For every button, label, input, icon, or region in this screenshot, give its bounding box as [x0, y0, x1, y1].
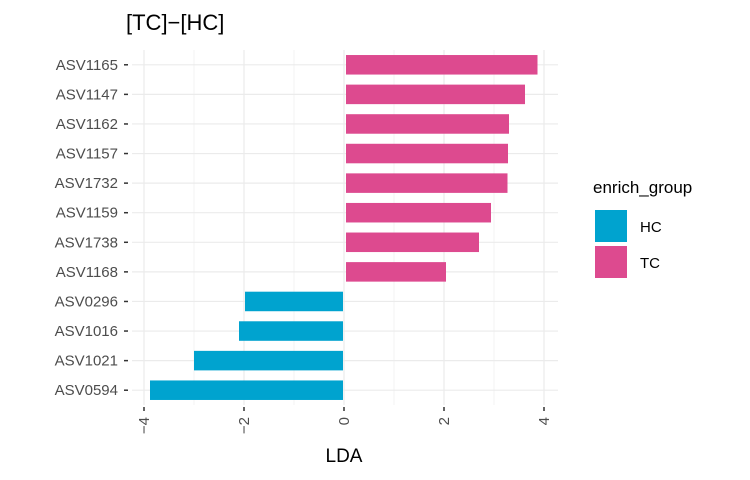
bar-asv0594 — [150, 380, 343, 400]
bar-asv1159 — [346, 202, 491, 223]
bar-asv1147 — [346, 84, 525, 105]
bar-asv1732 — [346, 173, 508, 193]
y-tick-label: ASV1016 — [55, 323, 118, 340]
x-axis-title: LDA — [326, 446, 363, 467]
x-axis: −4 −2 0 2 4 — [136, 407, 553, 434]
bar-asv1162 — [346, 114, 509, 134]
y-tick-label: ASV1168 — [56, 264, 118, 281]
bars — [150, 55, 538, 400]
x-tick-label: −4 — [136, 417, 153, 434]
x-tick-label: 4 — [536, 417, 553, 425]
y-tick-label: ASV1162 — [56, 116, 118, 133]
bar-asv1165 — [346, 55, 538, 75]
bar-asv1738 — [346, 232, 479, 253]
bar-asv1016 — [239, 321, 343, 341]
bar-asv1021 — [194, 350, 343, 371]
legend-label-hc: HC — [640, 219, 662, 236]
x-tick-label: 2 — [436, 417, 453, 425]
legend-title: enrich_group — [593, 178, 692, 197]
x-tick-label: −2 — [236, 417, 253, 434]
x-tick-label: 0 — [336, 417, 353, 425]
bar-asv0296 — [245, 291, 343, 312]
y-axis: ASV1165 ASV1147 ASV1162 ASV1157 ASV1732 ASV11… — [55, 57, 128, 399]
legend: enrich_group HC TC — [593, 178, 692, 278]
legend-label-tc: TC — [640, 255, 660, 272]
bar-asv1157 — [346, 143, 508, 164]
chart-title: [TC]−[HC] — [126, 10, 224, 35]
y-tick-label: ASV1738 — [55, 234, 118, 251]
y-tick-label: ASV1165 — [56, 57, 118, 74]
y-tick-label: ASV0594 — [55, 382, 118, 399]
y-tick-label: ASV1732 — [55, 175, 118, 192]
y-tick-label: ASV1157 — [56, 146, 118, 163]
y-tick-label: ASV1159 — [56, 205, 118, 222]
bar-asv1168 — [346, 262, 446, 282]
y-tick-label: ASV1147 — [56, 86, 118, 103]
legend-key-tc — [595, 246, 627, 278]
legend-key-hc — [595, 210, 627, 242]
y-tick-label: ASV0296 — [55, 293, 118, 310]
y-tick-label: ASV1021 — [55, 353, 118, 370]
